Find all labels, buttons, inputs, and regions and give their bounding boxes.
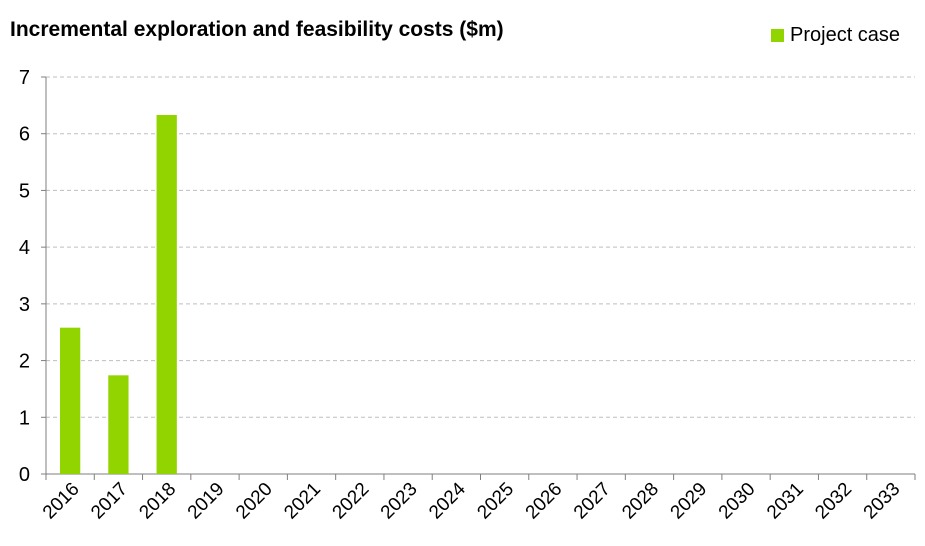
legend: Project case [771,24,900,47]
x-tick-label: 2020 [232,479,277,524]
x-tick-label: 2027 [570,479,615,524]
x-tick-label: 2017 [87,479,132,524]
legend-label: Project case [790,24,901,46]
x-tick-label: 2016 [39,479,84,524]
bar-2017 [108,375,129,474]
x-tick-label: 2024 [425,478,470,523]
x-tick-label: 2023 [377,479,422,524]
x-tick-label: 2031 [763,479,808,524]
y-tick-label: 7 [19,67,30,89]
x-tick-label: 2028 [618,479,663,524]
x-tick-label: 2032 [811,479,856,524]
y-tick-label: 4 [19,237,30,259]
y-tick-label: 6 [19,124,30,146]
chart-title: Incremental exploration and feasibility … [10,18,504,41]
y-tick-label: 3 [19,294,30,316]
x-tick-label: 2033 [860,479,905,524]
y-tick-label: 2 [19,351,30,373]
x-tick-label: 2018 [135,479,180,524]
x-tick-label: 2030 [715,479,760,524]
x-tick-label: 2026 [522,479,567,524]
legend-swatch [771,29,784,42]
x-tick-label: 2022 [329,479,374,524]
x-tick-label: 2019 [184,479,229,524]
bar-2016 [60,327,81,474]
x-tick-label: 2029 [667,479,712,524]
bar-2018 [156,114,177,475]
y-tick-label: 1 [19,407,30,429]
x-tick-label: 2025 [473,479,518,524]
y-tick-label: 0 [19,464,30,486]
x-tick-label: 2021 [280,479,325,524]
y-tick-label: 5 [19,180,30,202]
